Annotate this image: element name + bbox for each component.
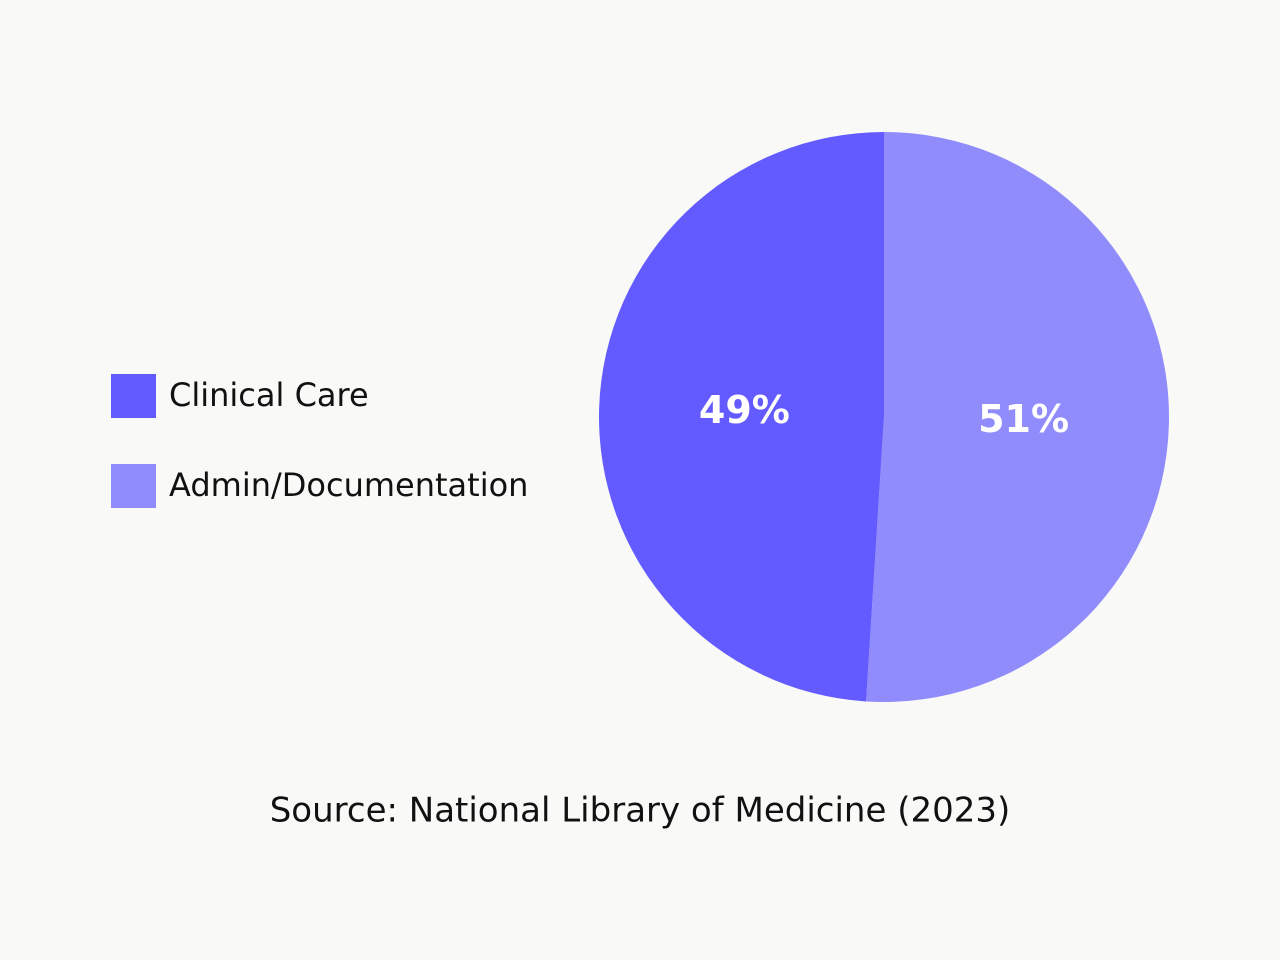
slice-label: 49% xyxy=(699,388,790,432)
source-note: Source: National Library of Medicine (20… xyxy=(270,791,1011,831)
legend-label: Admin/Documentation xyxy=(169,466,528,504)
legend-swatch xyxy=(111,374,156,418)
pie-slice xyxy=(598,132,884,702)
legend-swatch xyxy=(111,464,156,508)
pie-slice xyxy=(866,132,1169,702)
legend-label: Clinical Care xyxy=(169,376,369,414)
slice-label: 51% xyxy=(978,397,1069,441)
